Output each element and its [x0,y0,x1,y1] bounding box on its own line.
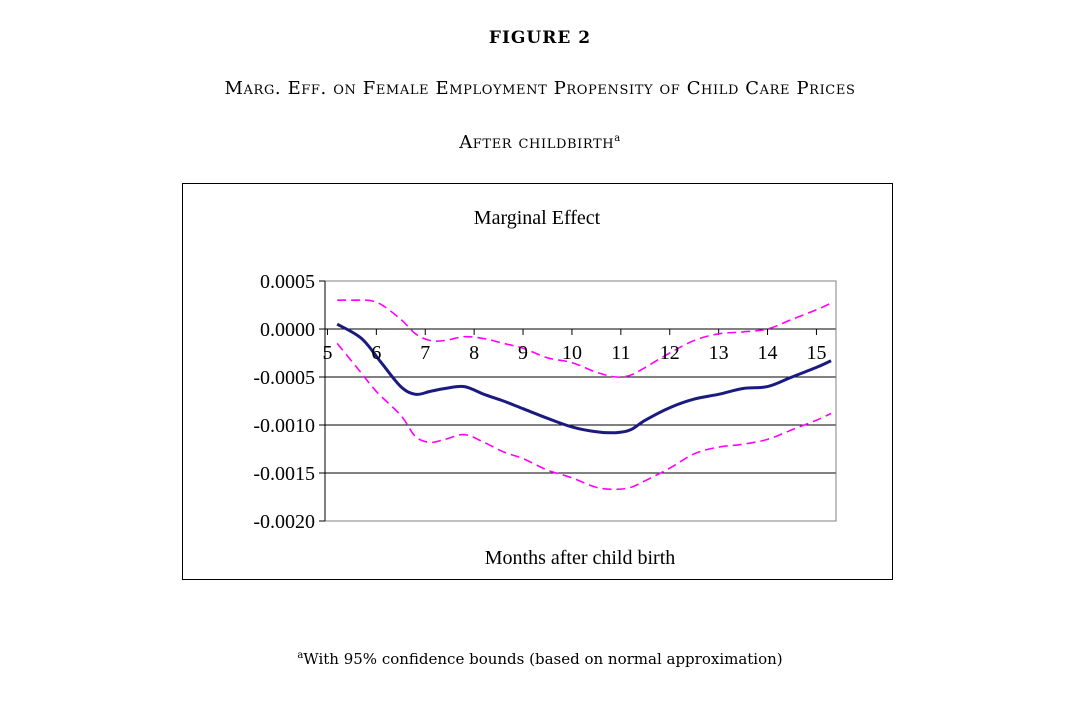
y-tick-labels: 0.0005 0.0000 -0.0005 -0.0010 -0.0015 -0.0020 [253,271,315,533]
marginal-effect-chart: Marginal Effect 0.0005 0.0000 -0.0005 -0.00… [253,207,837,569]
series-line-upper-bound [337,299,832,378]
figure-subtitle: After childbirtha [0,132,1080,153]
series-line-lower-bound [336,342,832,491]
x-tick-label: 6 [371,342,381,364]
x-tick-label: 12 [660,342,680,364]
y-tick-label: -0.0010 [253,415,315,437]
figure-subtitle-text: After childbirth [459,132,615,153]
x-axis-label: Months after child birth [485,547,676,569]
chart-frame: Marginal Effect 0.0005 0.0000 -0.0005 -0.00… [182,183,893,580]
series-lines [336,299,832,491]
gridlines [325,328,836,474]
x-tick-label: 15 [806,342,826,364]
x-tick-labels: 5 6 7 8 9 10 11 12 13 14 15 [322,342,826,364]
x-tick-label: 14 [758,342,778,364]
figure-footnote: aWith 95% confidence bounds (based on no… [0,650,1080,668]
y-tick-label: -0.0005 [253,367,315,389]
y-tick-label: -0.0015 [253,463,315,485]
chart-title: Marginal Effect [474,207,601,229]
x-tick-label: 5 [322,342,332,364]
y-tick-label: -0.0020 [253,511,315,533]
figure-label: FIGURE 2 [488,28,592,48]
x-tick-label: 10 [562,342,582,364]
footnote-text: With 95% confidence bounds (based on nor… [303,650,783,668]
x-tick-label: 9 [518,342,528,364]
footnote-marker: a [614,133,621,144]
x-tick-label: 11 [611,342,630,364]
y-tick-label: 0.0005 [260,271,315,293]
x-tick-label: 13 [709,342,729,364]
x-tick-label: 8 [469,342,479,364]
plot-area [324,280,837,522]
x-tick-label: 7 [420,342,430,364]
axes [319,280,817,522]
footnote-marker: a [297,650,304,661]
y-tick-label: 0.0000 [260,319,315,341]
series-line-estimate [336,322,832,435]
figure-title: Marg. Eff. on Female Employment Propensi… [224,78,856,99]
